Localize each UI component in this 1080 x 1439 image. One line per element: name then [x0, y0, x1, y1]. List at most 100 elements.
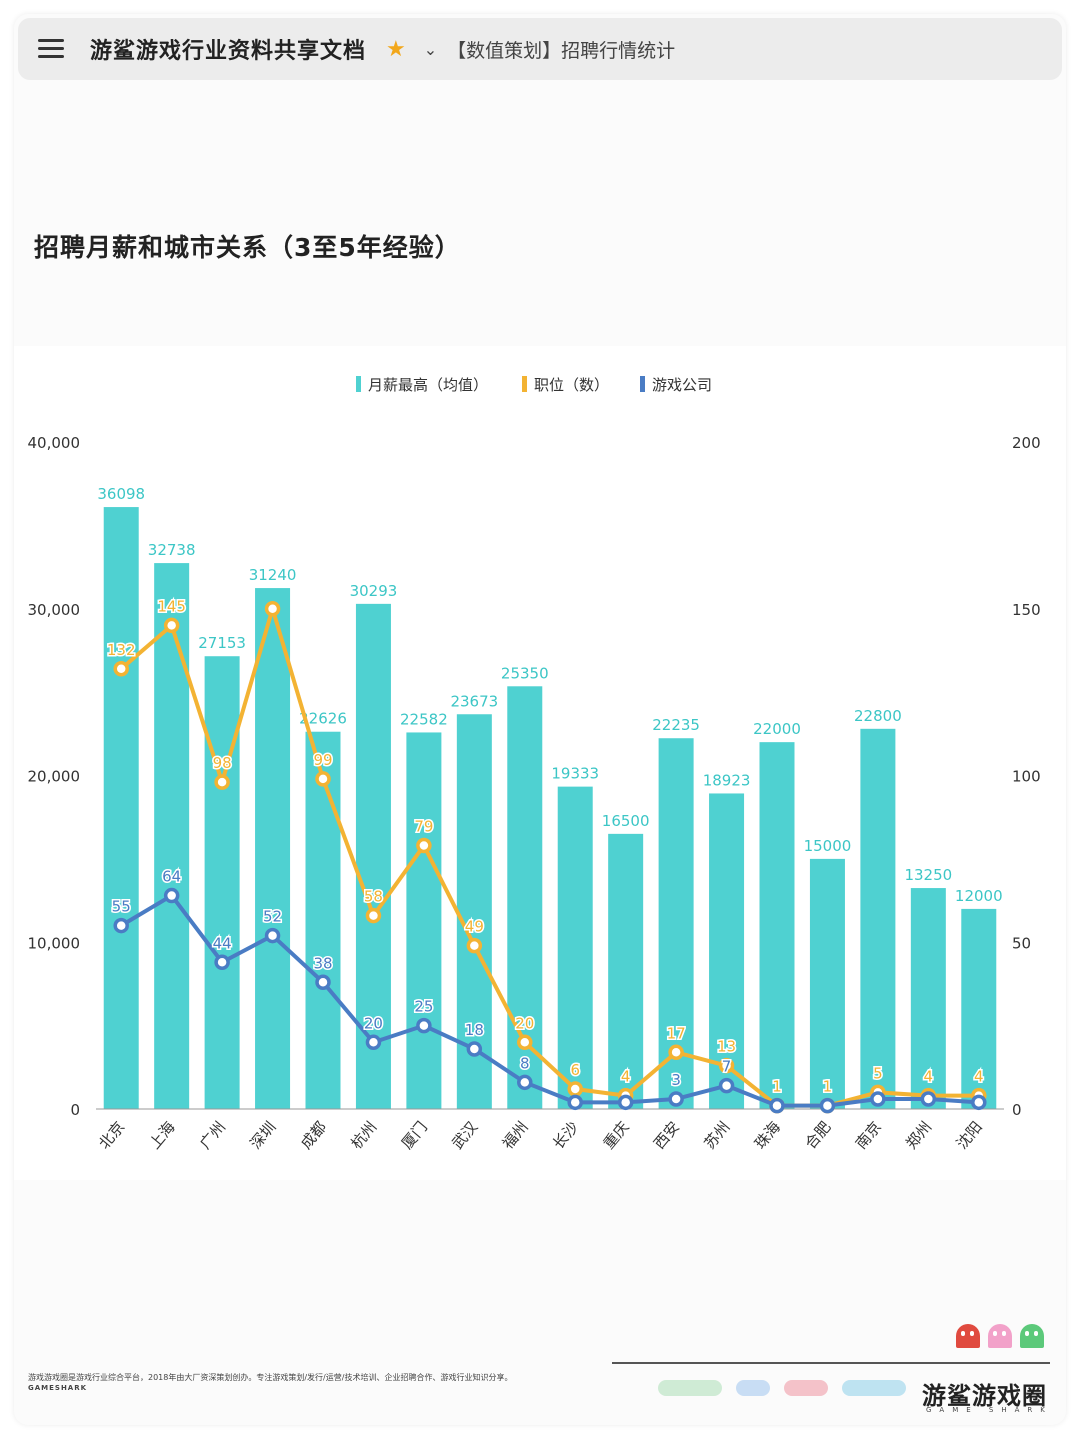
positions-point [466, 937, 483, 954]
x-tick-label: 福州 [499, 1118, 532, 1153]
companies-point [769, 1097, 785, 1114]
bar-value-label: 23673 [450, 692, 498, 710]
positions-line [119, 606, 979, 1108]
companies-point [365, 1034, 382, 1051]
x-tick-label: 厦门 [398, 1118, 431, 1153]
companies-point [315, 974, 331, 991]
x-tick-label: 南京 [852, 1118, 885, 1153]
footer-logo: 游鲨游戏圈 [922, 1382, 1047, 1410]
footer-brand: GAMESHARK [28, 1384, 88, 1392]
bar-value-label: 22235 [652, 716, 700, 734]
bar-value-label: 13250 [904, 866, 952, 884]
top-bar: 游鲨游戏行业资料共享文档 ★ ⌄ 【数值策划】招聘行情统计 [18, 18, 1062, 80]
positions-value-label: 98 [213, 754, 232, 772]
positions-value-label: 4 [621, 1068, 631, 1086]
companies-value-label: 18 [465, 1021, 484, 1039]
companies-point [466, 1041, 483, 1057]
companies-point [617, 1094, 634, 1111]
bar-value-label: 15000 [804, 837, 852, 855]
legend-swatch [522, 376, 527, 392]
x-tick-label: 广州 [196, 1118, 229, 1153]
y-left-tick-label: 40,000 [28, 434, 81, 452]
chevron-down-icon[interactable]: ⌄ [423, 39, 438, 59]
red-ghost-icon [956, 1324, 980, 1348]
positions-value-label: 17 [667, 1024, 686, 1042]
companies-point [718, 1077, 735, 1094]
positions-value-label: 79 [414, 818, 433, 836]
partner-logo-icon [736, 1380, 770, 1396]
pink-ghost-icon [988, 1324, 1012, 1348]
companies-point [668, 1091, 684, 1107]
bar-value-label: 25350 [501, 664, 549, 682]
hamburger-menu-icon[interactable] [38, 39, 64, 59]
bar-salary [103, 507, 139, 1109]
positions-value-label: 6 [570, 1061, 580, 1079]
positions-value-label: 1 [772, 1078, 782, 1096]
positions-point [315, 771, 331, 787]
bar-value-label: 36098 [97, 485, 145, 503]
companies-point [819, 1097, 836, 1114]
companies-point [264, 927, 281, 944]
document-card: 游鲨游戏行业资料共享文档 ★ ⌄ 【数值策划】招聘行情统计 招聘月薪和城市关系（… [14, 14, 1066, 1425]
legend-label: 游戏公司 [652, 376, 712, 394]
bar-value-label: 22000 [753, 720, 801, 738]
legend-swatch [640, 376, 645, 392]
x-tick-label: 合肥 [801, 1118, 834, 1153]
bar-salary [709, 793, 745, 1109]
chart-svg: 月薪最高（均值） 职位（数） 游戏公司 0 10,000 20,000 30,000 40,0… [28, 376, 1041, 1153]
y-left-tick-label: 10,000 [28, 934, 81, 952]
footer-divider [612, 1362, 1050, 1364]
breadcrumb[interactable]: 【数值策划】招聘行情统计 [447, 39, 676, 62]
bar-salary [204, 656, 240, 1109]
positions-point [214, 774, 230, 790]
y-right-tick-label: 200 [1012, 434, 1041, 452]
bar-salary [910, 888, 946, 1109]
footer-logo-sub: GAME SHARK [926, 1406, 1053, 1414]
x-tick-label: 深圳 [247, 1118, 280, 1153]
positions-value-label: 20 [515, 1014, 534, 1032]
positions-value-label: 99 [313, 751, 332, 769]
positions-point [264, 601, 281, 617]
bar-value-label: 18923 [703, 771, 751, 789]
companies-point [214, 954, 230, 971]
y-left-tick-label: 0 [70, 1101, 80, 1119]
positions-point [718, 1057, 735, 1074]
y-left-tick-label: 20,000 [28, 768, 81, 786]
footer-description: 游戏游戏圈是游戏行业综合平台，2018年由大厂资深策划创办。专注游戏策划/发行/… [28, 1373, 513, 1382]
companies-point [870, 1091, 886, 1107]
positions-value-label: 5 [873, 1064, 883, 1082]
bar-value-label: 12000 [955, 887, 1003, 905]
companies-value-label: 38 [313, 954, 332, 972]
companies-value-label: 44 [213, 934, 232, 952]
companies-line [120, 893, 979, 1108]
bar-value-label: 32738 [148, 541, 196, 559]
x-tick-label: 杭州 [347, 1118, 380, 1153]
x-tick-label: 上海 [146, 1118, 179, 1153]
companies-point [113, 917, 129, 934]
y-right-tick-label: 0 [1012, 1101, 1022, 1119]
chart-panel: 月薪最高（均值） 职位（数） 游戏公司 0 10,000 20,000 30,000 40,0… [14, 346, 1066, 1180]
bar-value-label: 22582 [400, 710, 448, 728]
y-right-tick-label: 150 [1012, 601, 1041, 619]
partner-logo-icon [784, 1380, 828, 1396]
positions-value-label: 4 [924, 1068, 934, 1086]
bar-salary [255, 588, 291, 1109]
green-ghost-icon [1020, 1324, 1044, 1348]
positions-value-label: 1 [823, 1078, 833, 1096]
legend-swatch [356, 376, 361, 392]
x-tick-label: 沈阳 [953, 1118, 986, 1153]
positions-point [567, 1081, 583, 1097]
positions-point [163, 617, 180, 634]
bar-salary [608, 833, 644, 1109]
companies-point [920, 1091, 937, 1107]
star-icon[interactable]: ★ [386, 36, 406, 62]
positions-point [668, 1044, 684, 1061]
positions-value-label: 132 [107, 641, 136, 659]
bar-salary [355, 603, 391, 1109]
partner-logo-icon [842, 1380, 906, 1396]
companies-point [163, 887, 180, 904]
partner-logo-icon [658, 1380, 722, 1396]
chart-title: 招聘月薪和城市关系（3至5年经验） [34, 233, 461, 262]
bar-salary [305, 731, 341, 1109]
bar-value-label: 22626 [299, 710, 347, 728]
